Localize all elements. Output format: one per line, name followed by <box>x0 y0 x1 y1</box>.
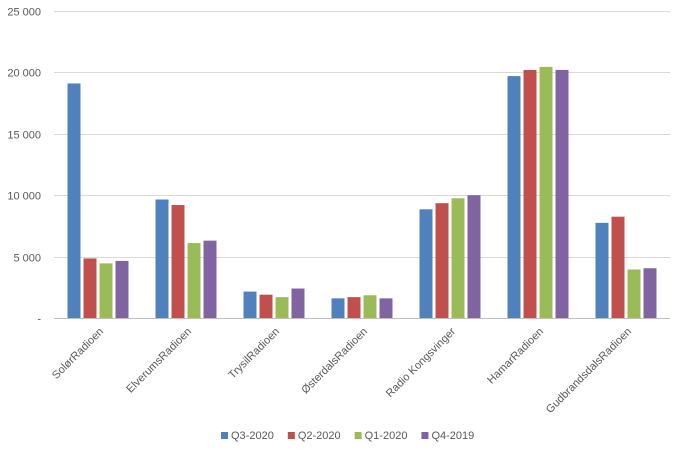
x-tick-label: HamarRadioen <box>485 326 546 387</box>
bar <box>595 222 609 318</box>
bar <box>451 198 465 318</box>
bar <box>467 195 481 318</box>
y-tick-label: - <box>37 314 41 326</box>
bar <box>539 66 553 319</box>
bar <box>187 243 201 318</box>
gridlines <box>54 11 670 319</box>
x-tick-label: ElverumsRadioen <box>124 326 194 396</box>
legend-swatch <box>287 432 295 439</box>
bar <box>155 199 169 318</box>
x-tick-label: Radio Kongsvinger <box>384 325 458 399</box>
y-axis-ticks: - 5 000 10 000 15 000 20 000 25 000 <box>7 7 41 326</box>
legend: Q3-2020 Q2-2020 Q1-2020 Q4-2019 <box>221 430 474 442</box>
x-tick-label: TrysilRadioen <box>226 326 282 382</box>
x-tick-label: GudbrandsdalsRadioen <box>544 326 634 416</box>
bar <box>435 203 449 318</box>
bar <box>203 240 217 318</box>
bar <box>555 69 569 318</box>
legend-label: Q2-2020 <box>298 430 341 442</box>
bar <box>83 258 97 318</box>
bar <box>275 297 289 318</box>
legend-swatch <box>421 432 429 439</box>
legend-swatch <box>221 432 228 439</box>
bar <box>243 291 257 318</box>
bar <box>379 298 393 318</box>
bar <box>99 263 113 318</box>
bar <box>611 216 625 318</box>
bar <box>331 298 345 318</box>
legend-swatch <box>354 432 362 439</box>
bar <box>363 295 377 318</box>
bar <box>171 205 185 318</box>
bar <box>291 288 305 318</box>
x-axis-labels: SolørRadioen ElverumsRadioen TrysilRadioen… <box>50 325 634 415</box>
bar <box>643 268 657 318</box>
legend-label: Q4-2019 <box>431 430 474 442</box>
legend-label: Q3-2020 <box>231 430 274 442</box>
bar <box>67 83 81 319</box>
bar <box>259 294 273 318</box>
y-tick-label: 5 000 <box>13 253 41 265</box>
bar <box>507 76 521 318</box>
bar <box>419 209 433 318</box>
bars <box>67 66 657 319</box>
y-tick-label: 20 000 <box>7 68 41 80</box>
x-tick-label: ØsterdalsRadioen <box>299 326 370 397</box>
y-tick-label: 10 000 <box>7 191 41 203</box>
bar <box>115 260 129 318</box>
legend-label: Q1-2020 <box>365 430 408 442</box>
x-tick-label: SolørRadioen <box>50 326 106 382</box>
bar <box>523 69 537 318</box>
bar <box>627 269 641 318</box>
bar <box>347 297 361 318</box>
y-tick-label: 25 000 <box>7 7 41 19</box>
y-tick-label: 15 000 <box>7 130 41 142</box>
